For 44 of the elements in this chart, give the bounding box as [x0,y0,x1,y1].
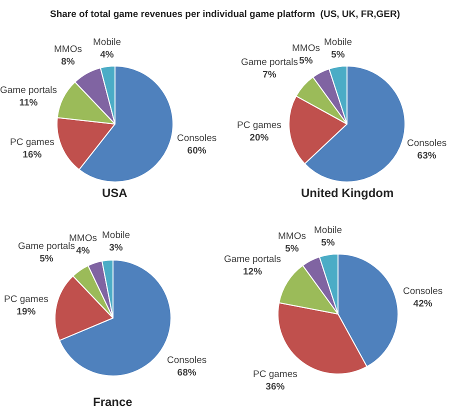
data-label: 5% [40,253,54,264]
data-label: 36% [266,381,286,392]
slice-label: PC games [253,369,298,380]
slice-label: Mobile [314,225,342,236]
slice-label: Consoles [167,355,207,366]
slice-label: Game portals [241,57,298,68]
data-label: 4% [100,49,114,60]
slice-label: Consoles [403,286,443,297]
slice-label: Consoles [407,138,447,149]
slice-label: MMOs [54,44,82,55]
chart-title: Share of total game revenues per individual game platform (US, UK, FR,GER) [50,9,400,20]
text: USA [102,186,128,200]
data-label: 5% [331,49,346,60]
data-label: 12% [243,266,263,278]
slice-label: MMOs [292,43,320,54]
slice-label: Game portals [224,254,282,265]
slice-label: Mobile [93,37,121,48]
data-label: 7% [262,69,277,80]
slice-label: MMOs [69,233,98,244]
data-label: 16% [22,149,42,160]
data-label: 8% [61,56,76,68]
slice-label: Consoles [177,133,217,144]
slice-label: Game portals [18,241,76,252]
slice-label: Mobile [102,230,130,241]
data-label: 5% [299,55,314,66]
data-label: 3% [109,242,124,254]
slice-label: Mobile [324,37,352,48]
slice-label: MMOs [278,231,306,242]
data-label: 5% [285,243,300,254]
slice-label: PC games [237,120,282,131]
data-label: 60% [187,145,207,156]
text: United Kingdom [301,186,394,200]
data-label: 4% [76,245,90,256]
data-label: 5% [321,237,336,248]
slice-label: PC games [10,137,55,148]
data-label: 68% [177,367,197,378]
data-label: 63% [417,150,437,162]
data-label: 19% [16,306,36,318]
data-label: 42% [413,298,433,310]
data-label: 11% [19,97,38,108]
data-label: 20% [250,132,270,144]
slice-label: Game portals [0,85,58,96]
text: France [93,395,133,409]
slice-label: PC games [4,294,49,305]
